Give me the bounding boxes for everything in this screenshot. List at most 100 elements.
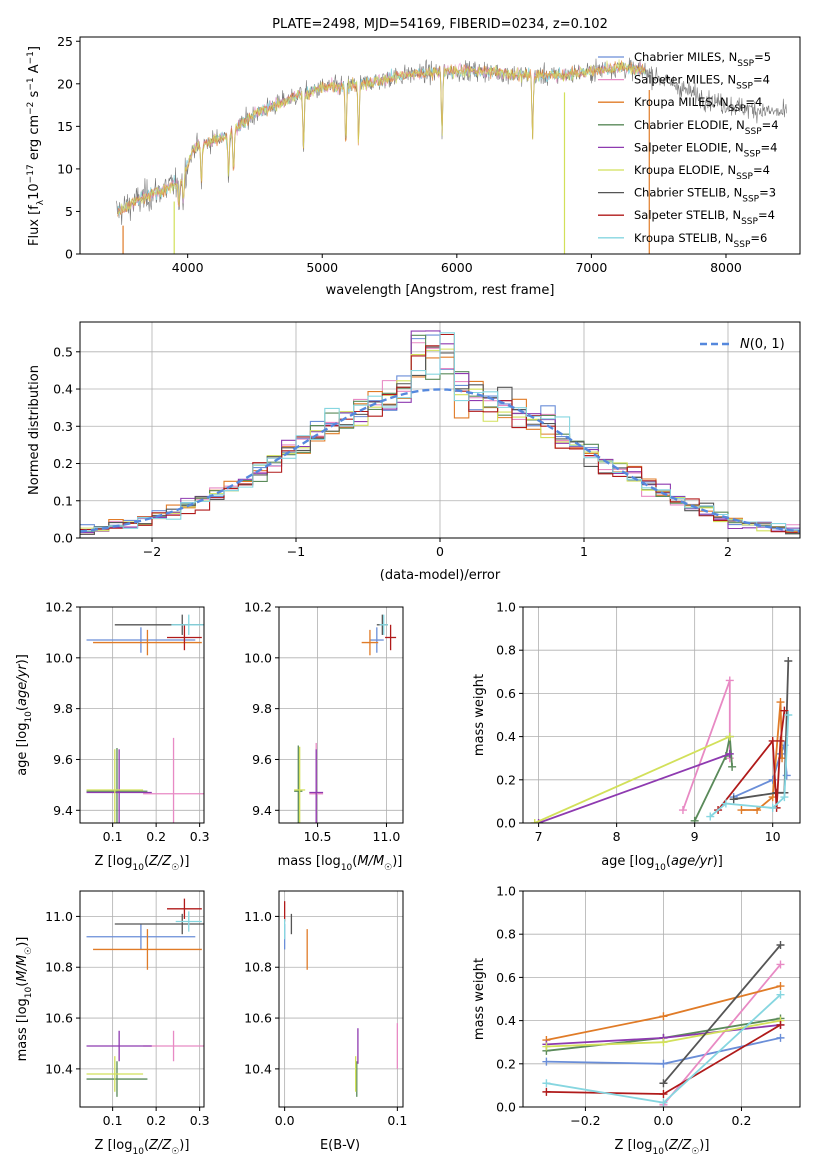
x-tick-label: 6000 [441, 260, 473, 275]
series-point [780, 793, 789, 802]
y-tick-label: 9.4 [252, 803, 272, 818]
y-tick-label: 9.6 [252, 752, 272, 767]
axes-frame [522, 890, 801, 1108]
y-tick-label: 11.0 [244, 909, 272, 924]
series-point [776, 941, 785, 949]
y-tick-label: 0.8 [496, 927, 516, 942]
x-tick-label: 7 [535, 829, 543, 844]
axes-frame [522, 606, 801, 824]
series-point [725, 676, 734, 685]
series-point [729, 795, 738, 804]
legend-entry: Salpeter STELIB, NSSP=4 [634, 208, 775, 227]
x-tick-label: 0.0 [275, 1113, 295, 1128]
y-axis-label: Normed distribution [27, 365, 42, 495]
errorbar-point [143, 1030, 204, 1062]
plot-area [86, 898, 204, 1097]
errorbar-point [86, 1030, 152, 1062]
series-line [662, 944, 782, 1084]
y-tick-label: 10.2 [45, 600, 73, 615]
x-tick-label: −1 [287, 544, 305, 559]
y-tick-label: 1.0 [496, 884, 516, 899]
x-axis-label: Z [log10(Z/Z☉)] [95, 854, 190, 873]
axes-mass_weight_vs_Z: −0.2 0.0 0.2 0.0 0.2 0.4 0.6 0.8 1.0 Z [log10(Z/Z… [472, 884, 801, 1157]
errorbar-point [114, 913, 204, 935]
legend-entry: Kroupa ELODIE, NSSP=4 [634, 163, 770, 182]
plot-area [530, 657, 793, 823]
series-point [780, 706, 789, 715]
errorbar-point [86, 924, 196, 950]
x-tick-label: 0.0 [654, 1113, 674, 1128]
errorbar-point [93, 629, 202, 656]
x-tick-label: 8 [613, 829, 621, 844]
errorbar-point [86, 1061, 148, 1097]
x-tick-label: 9 [691, 829, 699, 844]
series-point [737, 806, 746, 815]
x-axis-label: E(B-V) [320, 1138, 360, 1153]
y-axis-label: mass weight [472, 674, 487, 756]
series-point [776, 1033, 785, 1042]
legend-entry: N(0, 1) [740, 337, 785, 352]
y-tick-label: 0.1 [53, 493, 73, 508]
series-point [659, 1090, 668, 1099]
series-point [768, 736, 777, 745]
errorbar-point [86, 749, 144, 823]
y-tick-label: 10.8 [45, 960, 73, 975]
plot-area [80, 330, 800, 535]
errorbar-point [175, 911, 202, 932]
y-tick-label: 0.6 [496, 686, 516, 701]
x-tick-label: 2 [724, 544, 732, 559]
x-tick-label: 0.1 [103, 1113, 123, 1128]
axes-mass_vs_Z: 0.1 0.2 0.3 10.4 10.6 10.8 11.0 Z [log10(Z/Z☉)]… [15, 890, 210, 1157]
y-tick-label: 10.6 [244, 1011, 272, 1026]
x-tick-label: 0.3 [190, 829, 210, 844]
series-line [538, 753, 731, 823]
series-point [753, 806, 762, 815]
y-tick-label: 0.3 [53, 419, 73, 434]
x-tick-label: 8000 [710, 260, 742, 275]
errorbar-point [86, 1056, 144, 1092]
y-tick-label: 20 [57, 76, 73, 91]
axes-age_vs_Z: 0.1 0.2 0.3 9.4 9.6 9.8 10.0 10.2 Z [log10(Z/Z☉)… [15, 600, 210, 874]
x-axis-label: Z [log10(Z/Z☉)] [615, 1138, 710, 1157]
axes-frame [278, 890, 404, 1108]
x-tick-label: 4000 [172, 260, 204, 275]
histogram-step-8 [80, 332, 800, 532]
series-point [776, 698, 785, 707]
x-tick-label: 0.2 [146, 829, 166, 844]
series-line [717, 710, 786, 811]
errorbar-point [309, 749, 324, 823]
x-axis-label: Z [log10(Z/Z☉)] [95, 1138, 190, 1157]
series-point [776, 1020, 785, 1029]
series-point [725, 749, 734, 758]
series-point [678, 806, 687, 815]
spectrum-model-line [117, 59, 646, 215]
axes-mass_vs_EBV: 0.0 0.1 10.4 10.6 10.8 11.0 E(B-V) [244, 890, 407, 1153]
series-point [542, 1087, 551, 1096]
errorbar-point [167, 624, 202, 651]
y-tick-label: 9.8 [252, 701, 272, 716]
y-tick-label: 0.2 [496, 1056, 516, 1071]
axes-frame [278, 606, 404, 824]
y-tick-label: 0.2 [53, 456, 73, 471]
series-point [728, 762, 737, 771]
y-tick-label: 10.4 [244, 1061, 272, 1076]
errorbar-point [379, 614, 388, 635]
series-point [659, 1038, 668, 1047]
x-tick-label: 10.5 [304, 829, 332, 844]
series-point [659, 1098, 668, 1107]
x-tick-label: −2 [143, 544, 161, 559]
y-tick-label: 0.4 [53, 382, 73, 397]
y-axis-label: mass weight [472, 958, 487, 1040]
series-point [768, 803, 777, 812]
errorbar-point [294, 746, 306, 823]
legend-entry: Chabrier STELIB, NSSP=3 [634, 186, 776, 205]
series-point [659, 1059, 668, 1068]
legend-entry: Kroupa STELIB, NSSP=6 [634, 231, 767, 250]
plot-area [294, 614, 397, 823]
series-point [690, 816, 699, 823]
x-tick-label: 10 [765, 829, 781, 844]
y-tick-label: 1.0 [496, 600, 516, 615]
y-tick-label: 0.0 [496, 1100, 516, 1115]
y-tick-label: 9.8 [53, 701, 73, 716]
x-tick-label: 0 [436, 544, 444, 559]
